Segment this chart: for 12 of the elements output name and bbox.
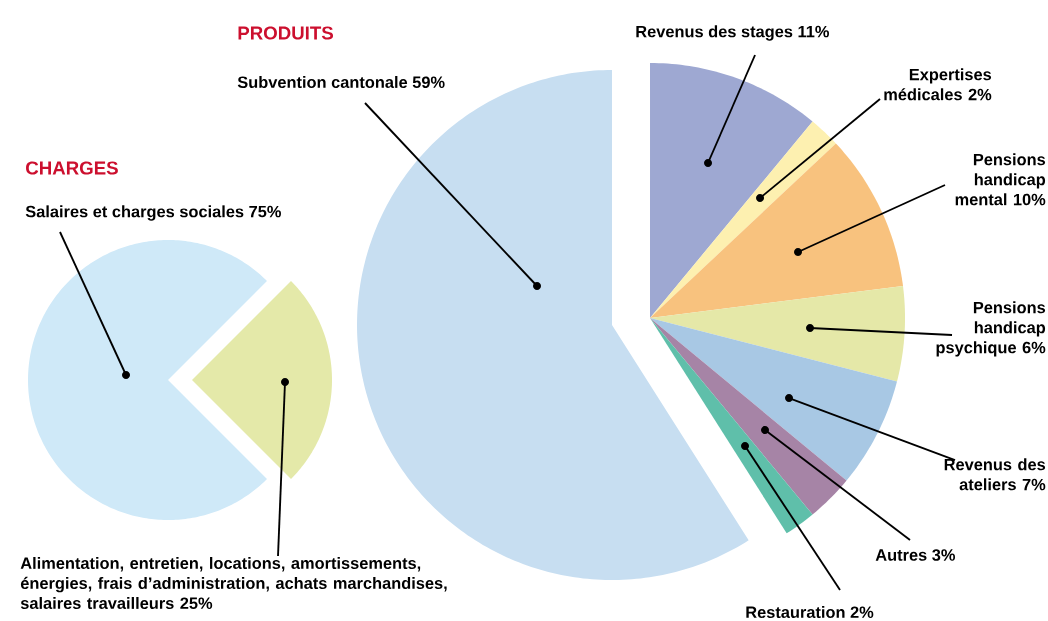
slice-label: Restauration 2%	[746, 605, 874, 619]
slice-label: Alimentation, entretien, locations, amortissements, énergies, frais d’administration, achats marchandises, salaires travailleurs 25%	[20, 556, 447, 610]
chart-title: PRODUITS	[238, 26, 334, 40]
slice-label: Revenus des ateliers 7%	[944, 458, 1046, 491]
slice-label: Expertises médicales 2%	[884, 68, 992, 101]
slice-label: Salaires et charges sociales 75%	[25, 205, 281, 221]
slice-label: Subvention cantonale 59%	[237, 75, 445, 89]
slice-label: Autres 3%	[875, 549, 956, 561]
slice-label: Pensions handicap mental 10%	[955, 153, 1046, 206]
slice-label: Pensions handicap psychique 6%	[936, 301, 1046, 357]
slice-label: Revenus des stages 11%	[636, 25, 829, 41]
chart-title: CHARGES	[26, 161, 118, 175]
